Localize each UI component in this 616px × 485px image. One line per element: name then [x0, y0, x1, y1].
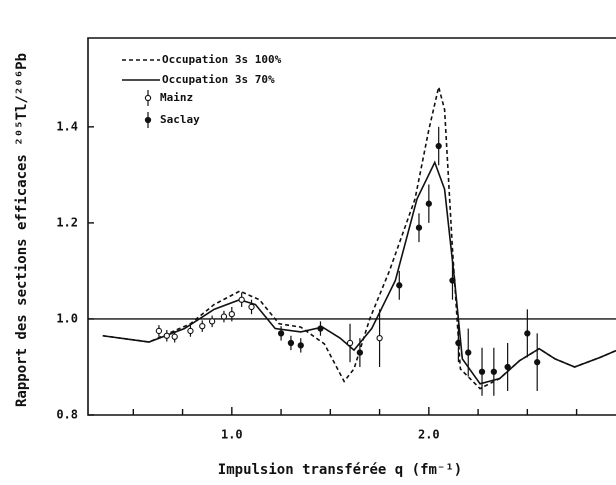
data-point [228, 310, 235, 318]
data-point [199, 323, 206, 330]
data-point [220, 313, 228, 320]
x-axis-label: Impulsion transférée q (fm⁻¹) [218, 462, 462, 478]
x-tick-label: 2.0 [418, 428, 440, 442]
data-point [455, 339, 462, 347]
data-point [504, 363, 511, 371]
data-point [465, 349, 472, 356]
x-tick-label: 1.0 [221, 428, 243, 442]
data-point [171, 333, 178, 340]
y-tick-label: 1.2 [56, 215, 78, 229]
data-point [187, 327, 194, 335]
legend-label: Mainz [160, 91, 193, 104]
data-point [208, 318, 216, 325]
data-point [346, 339, 354, 347]
y-tick-label: 0.8 [56, 408, 78, 422]
legend-label: Occupation 3s 70% [162, 73, 275, 86]
data-point [534, 359, 541, 366]
legend-label: Occupation 3s 100% [162, 53, 282, 66]
data-point [238, 296, 245, 303]
legend-marker [144, 94, 152, 102]
data-point [248, 303, 255, 311]
data-point [163, 332, 170, 339]
y-tick-label: 1.4 [56, 119, 78, 133]
data-point [425, 200, 432, 207]
data-point [356, 349, 364, 356]
legend-label: Saclay [160, 113, 200, 126]
y-tick-label: 1.0 [56, 311, 78, 325]
data-point [376, 335, 383, 342]
y-axis-label: Rapport des sections efficaces ²⁰⁵Tl/²⁰⁶… [14, 53, 30, 407]
data-point [277, 330, 285, 337]
data-point [449, 277, 456, 284]
legend-marker [144, 116, 152, 124]
axis-frame [87, 37, 616, 416]
data-point [524, 330, 531, 337]
data-point [415, 224, 423, 231]
data-point [287, 339, 295, 347]
data-point [396, 282, 403, 289]
data-point [155, 327, 163, 335]
data-point [297, 342, 304, 349]
data-point [478, 368, 486, 375]
data-point [317, 325, 324, 332]
data-point [435, 142, 442, 150]
data-point [490, 368, 498, 375]
